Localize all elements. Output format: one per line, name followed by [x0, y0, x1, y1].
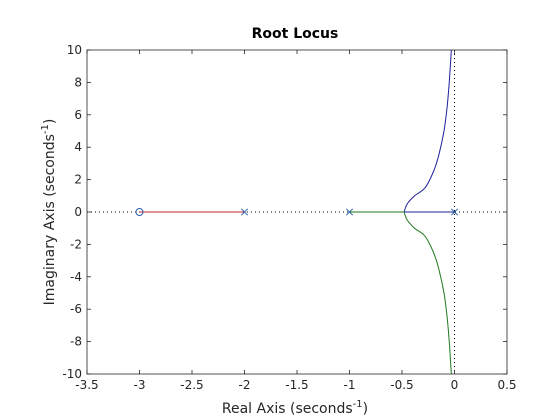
pole-marker-stroke [450, 208, 459, 216]
y-axis-label-main: Imaginary Axis (seconds [42, 134, 58, 305]
y-axis-label-superscript: -1 [40, 124, 51, 134]
locus-branches [139, 49, 455, 375]
pole-zero-markers [135, 208, 459, 216]
x-axis-label-main: Real Axis (seconds [222, 401, 353, 417]
locus-branch-2 [403, 49, 455, 213]
x-axis-label-end: ) [363, 401, 368, 417]
y-tick-label: 2 [74, 173, 82, 187]
locus-branch-3 [349, 211, 452, 375]
pole-marker [345, 208, 354, 216]
y-tick-label: -4 [70, 270, 82, 284]
y-tick-label: -8 [70, 335, 82, 349]
y-tick-label: 0 [74, 205, 82, 219]
chart-title: Root Locus [252, 26, 339, 42]
x-tick-label: 0.5 [497, 378, 516, 392]
x-tick-label: -3.5 [75, 378, 98, 392]
x-tick-label: -1.5 [285, 378, 308, 392]
y-axis-label: Imaginary Axis (seconds-1) [40, 119, 58, 306]
y-tick-label: 10 [67, 43, 82, 57]
y-axis-label-end: ) [42, 119, 58, 124]
x-tick-label: -3 [134, 378, 146, 392]
y-tick-label: -2 [70, 237, 82, 251]
x-tick-label: -2 [239, 378, 251, 392]
pole-marker [240, 208, 249, 216]
y-tick-label: -10 [62, 367, 82, 381]
pole-marker-stroke [240, 208, 249, 216]
x-tick-label: -2.5 [180, 378, 203, 392]
x-axis-label: Real Axis (seconds-1) [222, 399, 368, 417]
x-tick-label: 0 [451, 378, 459, 392]
x-axis-label-superscript: -1 [353, 399, 363, 410]
x-axis-ticks: -3.5 -3 -2.5 -2 -1.5 -1 -0.5 0 0.5 [75, 50, 517, 392]
y-tick-label: 4 [74, 140, 82, 154]
x-tick-label: -0.5 [390, 378, 413, 392]
y-tick-label: 6 [74, 108, 82, 122]
pole-marker [450, 208, 459, 216]
y-tick-label: -6 [70, 302, 82, 316]
zero-marker [135, 208, 144, 216]
y-axis-ticks: -10 -8 -6 -4 -2 0 2 4 6 8 10 [62, 43, 507, 381]
x-tick-label: -1 [344, 378, 356, 392]
y-tick-label: 8 [74, 75, 82, 89]
pole-marker-stroke [345, 208, 354, 216]
